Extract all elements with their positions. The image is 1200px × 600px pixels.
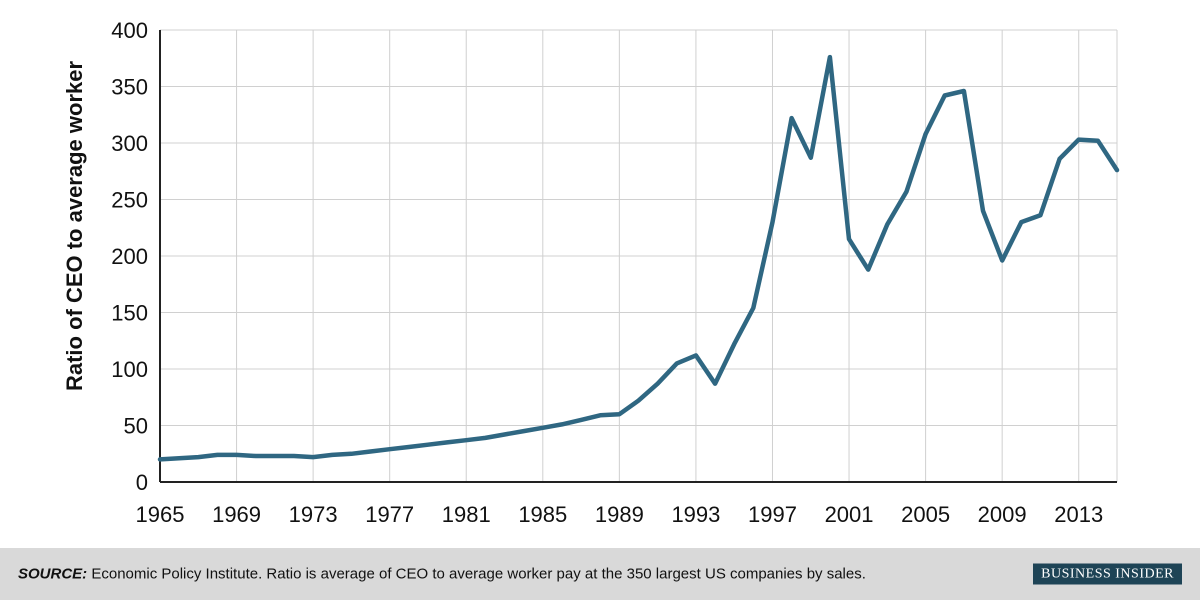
y-tick-label: 50 bbox=[124, 414, 148, 439]
line-chart: 0 50 100 150 200 250 300 350 400 1965 1969 1973 197… bbox=[62, 18, 1120, 527]
y-tick-labels: 0 50 100 150 200 250 300 350 400 bbox=[111, 18, 148, 495]
x-tick-label: 1973 bbox=[289, 502, 338, 527]
y-tick-label: 100 bbox=[111, 357, 148, 382]
x-tick-label: 1965 bbox=[136, 502, 185, 527]
source-footer: SOURCE: Economic Policy Institute. Ratio… bbox=[0, 548, 1200, 600]
y-tick-label: 200 bbox=[111, 244, 148, 269]
x-tick-labels: 1965 1969 1973 1977 1981 1985 1989 1993 1997 2001… bbox=[136, 502, 1104, 527]
brand-text: Business Insider bbox=[1041, 566, 1174, 582]
x-tick-label: 2009 bbox=[978, 502, 1027, 527]
x-tick-label: 2005 bbox=[901, 502, 950, 527]
x-tick-label: 2013 bbox=[1054, 502, 1103, 527]
source-text: Economic Policy Institute. Ratio is aver… bbox=[91, 565, 866, 583]
y-tick-label: 300 bbox=[111, 131, 148, 156]
y-tick-label: 400 bbox=[111, 18, 148, 43]
axes bbox=[159, 30, 1117, 483]
business-insider-logo: Business Insider bbox=[1033, 563, 1182, 585]
x-tick-label: 1977 bbox=[365, 502, 414, 527]
x-tick-label: 1969 bbox=[212, 502, 261, 527]
x-tick-label: 1993 bbox=[671, 502, 720, 527]
source-prefix: SOURCE: bbox=[18, 565, 88, 583]
x-tick-label: 2001 bbox=[825, 502, 874, 527]
y-tick-label: 0 bbox=[136, 470, 148, 495]
y-axis-label: Ratio of CEO to average worker bbox=[62, 61, 87, 392]
x-tick-label: 1997 bbox=[748, 502, 797, 527]
series-layer bbox=[157, 54, 1120, 462]
series-line-0 bbox=[157, 54, 1120, 462]
y-tick-label: 350 bbox=[111, 75, 148, 100]
x-tick-label: 1989 bbox=[595, 502, 644, 527]
x-tick-label: 1981 bbox=[442, 502, 491, 527]
y-tick-label: 250 bbox=[111, 188, 148, 213]
grid-lines bbox=[160, 29, 1118, 482]
y-tick-label: 150 bbox=[111, 301, 148, 326]
x-tick-label: 1985 bbox=[518, 502, 567, 527]
source-note: SOURCE: Economic Policy Institute. Ratio… bbox=[18, 566, 866, 583]
